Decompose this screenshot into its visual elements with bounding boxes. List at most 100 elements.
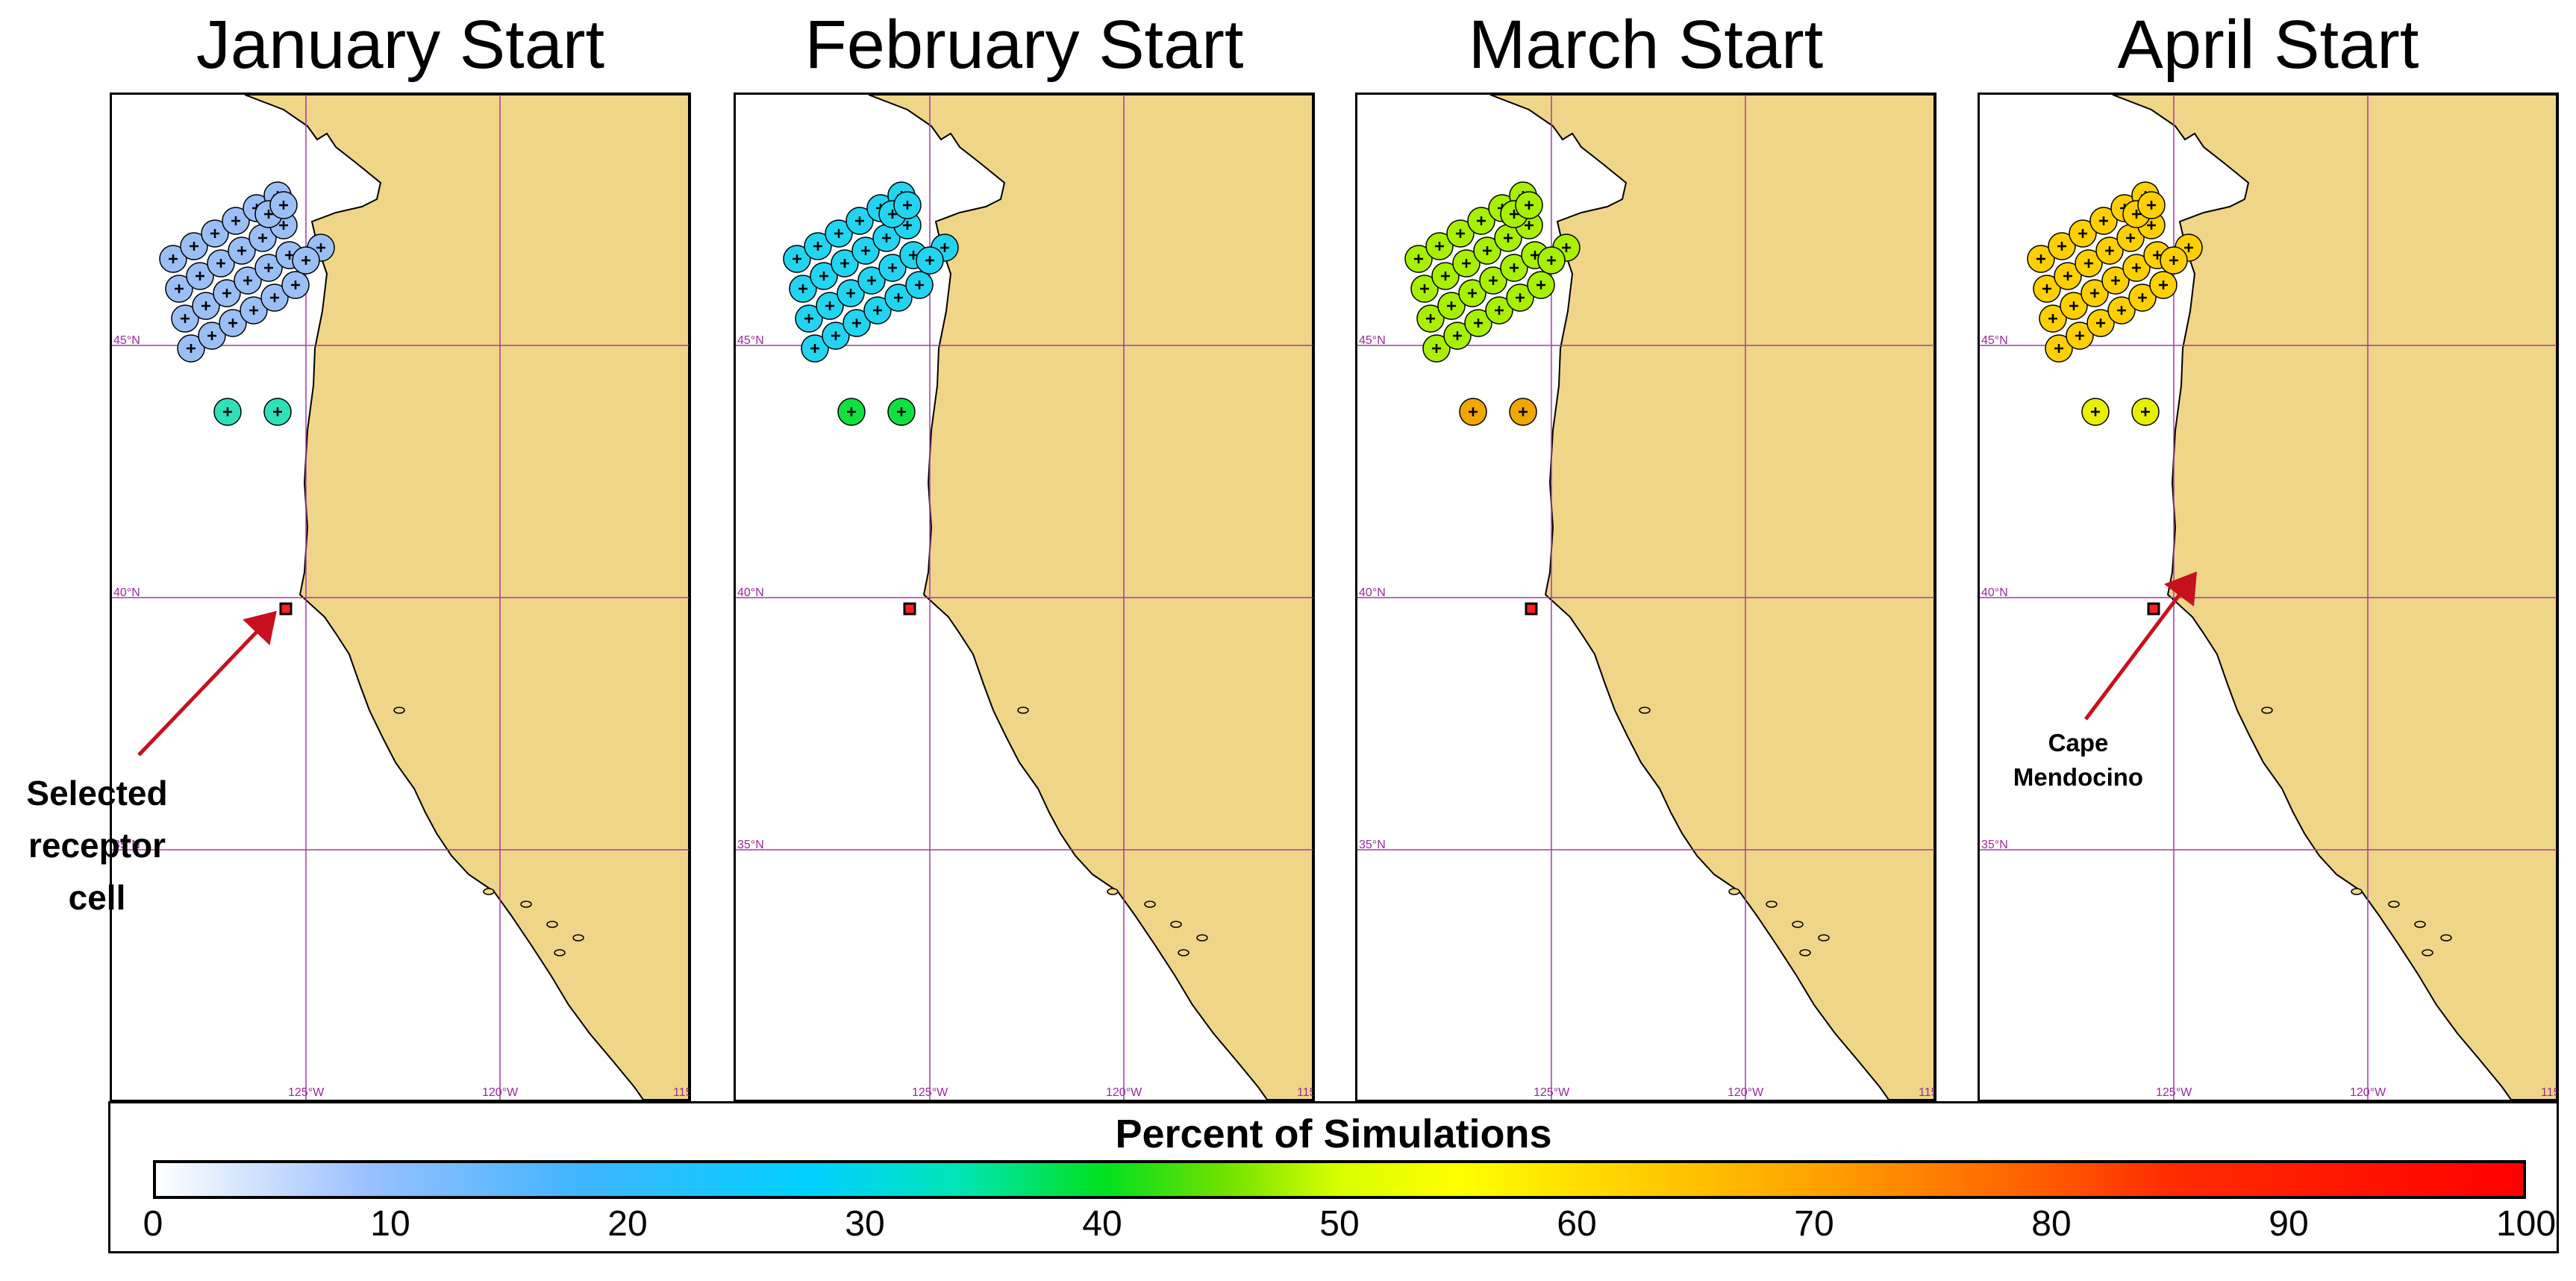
receptor-annotation-line1: Selected	[26, 774, 168, 812]
plus-mark	[291, 281, 300, 289]
plus-mark	[888, 263, 897, 272]
colorbar-tick-label: 30	[845, 1204, 885, 1244]
plus-mark	[882, 234, 891, 242]
plus-mark	[316, 243, 325, 252]
plus-mark	[810, 344, 819, 353]
colorbar-tick-label: 90	[2269, 1204, 2309, 1244]
map-january: 45°N 40°N 35°N 125°W 120°W 115	[112, 95, 689, 1100]
plus-mark	[1477, 216, 1486, 225]
plus-mark	[196, 272, 204, 281]
plus-mark	[825, 301, 834, 310]
plus-mark	[1414, 254, 1423, 263]
island-shape	[1017, 707, 1029, 714]
plus-mark	[2057, 242, 2066, 251]
longitude-label: 115	[673, 1086, 689, 1099]
receptor-annotation: Selected receptor cell	[0, 767, 194, 924]
plus-mark	[813, 242, 822, 251]
receptor-cell-square-icon	[1525, 602, 1538, 616]
longitude-label: 125°W	[1534, 1086, 1570, 1099]
map-february: 45°N 40°N 35°N 125°W 120°W 115	[736, 95, 1313, 1100]
plus-mark	[2132, 263, 2141, 272]
colorbar-tick-label: 40	[1082, 1204, 1122, 1244]
plus-mark	[894, 293, 903, 302]
plus-mark	[2169, 256, 2178, 265]
colorbar-tick-label: 0	[143, 1204, 163, 1244]
plus-mark	[1525, 201, 1534, 210]
plus-mark	[1525, 221, 1534, 230]
island-shape	[1818, 934, 1830, 942]
plus-mark	[1536, 281, 1545, 289]
plus-mark	[258, 234, 267, 242]
plus-mark	[1468, 289, 1477, 298]
plus-mark	[279, 221, 288, 230]
plus-mark	[169, 254, 178, 263]
map-march: 45°N 40°N 35°N 125°W 120°W 115	[1357, 95, 1934, 1100]
plus-mark	[2138, 293, 2147, 302]
plus-mark	[175, 284, 184, 293]
plus-mark	[2042, 284, 2051, 293]
plus-mark	[1495, 306, 1504, 315]
longitude-label: 120°W	[482, 1086, 519, 1099]
plus-mark	[2105, 246, 2114, 255]
receptor-annotation-line3: cell	[68, 878, 126, 917]
island-shape	[572, 934, 584, 942]
plus-mark	[867, 276, 876, 285]
plus-mark	[1562, 243, 1571, 252]
island-shape	[483, 888, 495, 895]
colorbar-legend: Percent of Simulations 0 10 20 30 40 50 60 70 80…	[108, 1101, 2559, 1253]
longitude-label: 125°W	[2156, 1086, 2192, 1099]
latitude-label: 45°N	[1981, 334, 2008, 347]
plus-mark	[228, 319, 237, 328]
map-april: 45°N 40°N 35°N 125°W 120°W 115	[1980, 95, 2557, 1100]
longitude-label: 115	[1919, 1086, 1934, 1099]
longitude-label: 120°W	[1728, 1086, 1764, 1099]
plus-mark	[264, 210, 273, 219]
plus-mark	[249, 306, 258, 315]
latitude-label: 40°N	[737, 586, 764, 599]
colorbar-tick-label: 10	[370, 1204, 410, 1244]
longitude-label: 115	[2541, 1086, 2557, 1099]
plus-mark	[2075, 331, 2084, 340]
plus-mark	[2132, 210, 2141, 219]
colorbar-title: Percent of Simulations	[1115, 1112, 1552, 1156]
plus-mark	[925, 256, 934, 265]
plus-mark	[2054, 344, 2063, 353]
plus-mark	[2159, 281, 2168, 289]
plus-mark	[279, 201, 288, 210]
island-shape	[2351, 888, 2363, 895]
plus-mark	[1426, 314, 1435, 323]
longitude-label: 120°W	[2350, 1086, 2386, 1099]
island-shape	[2414, 921, 2426, 928]
colorbar-tick-label: 20	[607, 1204, 648, 1244]
island-shape	[1178, 949, 1189, 956]
latitude-label: 45°N	[737, 334, 764, 347]
plus-mark	[831, 331, 840, 340]
island-shape	[1170, 921, 1182, 928]
plus-mark	[2141, 407, 2150, 416]
plus-mark	[273, 407, 282, 416]
plus-mark	[1547, 256, 1556, 265]
cape-annotation-line2: Mendocino	[2013, 763, 2144, 791]
plus-mark	[940, 243, 949, 252]
plus-mark	[201, 301, 210, 310]
plus-mark	[846, 289, 855, 298]
receptor-annotation-line2: receptor	[28, 826, 166, 865]
latitude-label: 35°N	[1359, 839, 1386, 851]
plus-mark	[861, 246, 870, 255]
plus-mark	[903, 201, 912, 210]
plus-mark	[888, 210, 897, 219]
longitude-label: 125°W	[288, 1086, 325, 1099]
plus-mark	[190, 242, 198, 251]
plus-mark	[1531, 251, 1539, 260]
plus-mark	[840, 259, 849, 268]
plus-mark	[1510, 210, 1519, 219]
receptor-cell-square-icon	[279, 602, 293, 616]
plus-mark	[915, 281, 924, 289]
plus-mark	[264, 263, 273, 272]
plus-mark	[2091, 407, 2100, 416]
island-shape	[546, 921, 558, 928]
plus-mark	[909, 251, 918, 260]
colorbar-tick-label: 70	[1794, 1204, 1834, 1244]
plus-mark	[2036, 254, 2045, 263]
plus-mark	[1462, 259, 1471, 268]
